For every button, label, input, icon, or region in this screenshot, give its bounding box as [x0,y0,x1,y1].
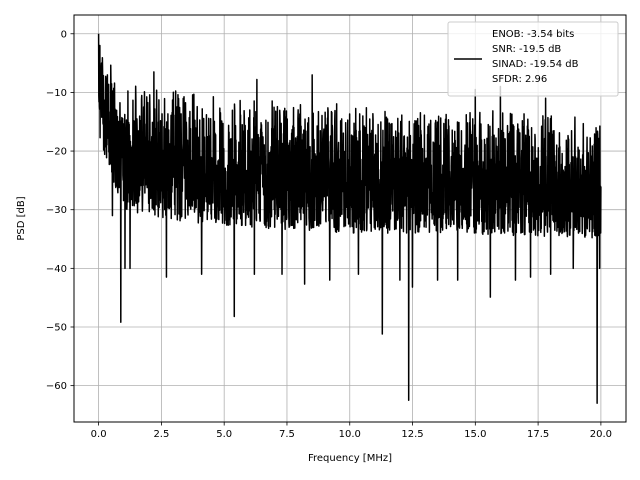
y-tick-label: −60 [46,381,67,392]
legend-entry: SINAD: -19.54 dB [492,59,579,70]
y-tick-label: −40 [46,264,67,275]
legend-entry: SFDR: 2.96 [492,74,547,85]
y-tick-label: −30 [46,205,67,216]
legend-entry: ENOB: -3.54 bits [492,29,574,40]
y-ticks: 0 −10 −20 −30 −40 −50 −60 [46,29,74,392]
x-tick-label: 20.0 [590,429,612,440]
x-tick-label: 0.0 [91,429,107,440]
x-tick-label: 12.5 [401,429,423,440]
legend-box [447,21,619,97]
x-axis-label: Frequency [MHz] [308,453,392,464]
x-tick-label: 5.0 [216,429,232,440]
psd-series-line [97,33,602,404]
y-axis-label: PSD [dB] [16,196,27,240]
x-ticks: 0.0 2.5 5.0 7.5 10.0 12.5 15.0 17.5 20.0 [91,422,612,440]
y-tick-label: 0 [61,29,67,40]
y-tick-label: −10 [46,88,67,99]
y-tick-label: −50 [46,322,67,333]
x-tick-label: 10.0 [339,429,361,440]
legend: ENOB: -3.54 bits SNR: -19.5 dB SINAD: -19.… [447,21,619,97]
y-tick-label: −20 [46,147,67,158]
x-tick-label: 7.5 [279,429,295,440]
x-tick-label: 17.5 [527,429,549,440]
series-layer [97,33,602,404]
x-tick-label: 2.5 [153,429,169,440]
x-tick-label: 15.0 [464,429,486,440]
legend-entry: SNR: -19.5 dB [492,44,561,55]
